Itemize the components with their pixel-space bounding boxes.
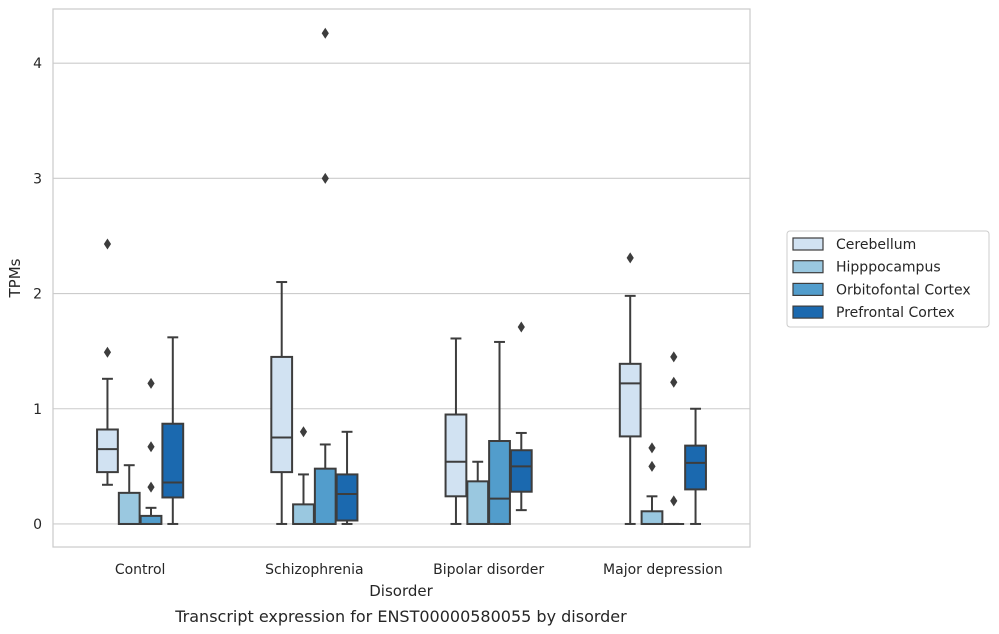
outlier-point <box>670 376 678 388</box>
box-body <box>117 491 141 525</box>
y-axis-label: TPMs <box>6 258 24 298</box>
y-tick-label: 3 <box>33 171 42 187</box>
box-orbitofontal-cortex <box>139 377 163 525</box>
box-orbitofontal-cortex <box>663 351 685 525</box>
outlier-point <box>147 441 155 453</box>
plot-frame <box>52 8 751 548</box>
outlier-point <box>670 495 678 507</box>
outlier-point <box>299 426 308 438</box>
box-cerebellum <box>618 252 642 525</box>
x-tick-labels: Control Schizophrenia Bipolar disorder Majo… <box>115 562 723 578</box>
box-body <box>444 413 468 498</box>
box-body <box>509 449 533 493</box>
box-cerebellum <box>444 337 468 525</box>
box-body <box>313 467 337 525</box>
box-body <box>466 480 490 525</box>
outlier-point <box>321 27 329 39</box>
outlier-point <box>648 460 656 472</box>
box-body <box>335 473 359 522</box>
outlier-point <box>147 377 155 389</box>
box-prefrontal-cortex <box>161 336 185 525</box>
box-hipppocampus <box>640 442 664 525</box>
box-orbitofontal-cortex <box>313 27 337 525</box>
y-tick-label: 4 <box>33 56 42 72</box>
outlier-point <box>648 442 656 454</box>
gridlines <box>53 62 750 525</box>
outlier-point <box>626 252 634 264</box>
y-tick-label: 2 <box>33 287 42 303</box>
outlier-point <box>147 481 155 493</box>
box-body <box>270 355 294 474</box>
y-tick-label: 0 <box>33 517 42 533</box>
box-hipppocampus <box>292 426 315 525</box>
box-body <box>292 503 315 525</box>
legend-label: Prefrontal Cortex <box>836 305 955 321</box>
legend-swatch <box>792 305 824 319</box>
box-body <box>684 444 707 491</box>
x-tick-label: Bipolar disorder <box>433 562 544 578</box>
outlier-point <box>103 346 112 358</box>
box-orbitofontal-cortex <box>488 340 511 525</box>
outlier-point <box>517 321 525 333</box>
figure-caption: Transcript expression for ENST0000058005… <box>174 607 627 626</box>
box-cerebellum <box>96 238 119 486</box>
box-prefrontal-cortex <box>509 321 533 512</box>
x-tick-label: Schizophrenia <box>265 562 363 578</box>
box-cerebellum <box>270 281 294 525</box>
box-body <box>96 428 119 474</box>
legend: Cerebellum Hipppocampus Orbitofontal Corte… <box>786 230 990 328</box>
legend-swatch <box>792 260 824 274</box>
legend-frame <box>786 230 990 328</box>
legend-swatch <box>792 282 824 296</box>
box-hipppocampus <box>117 464 141 525</box>
outlier-point <box>103 238 112 250</box>
legend-label: Orbitofontal Cortex <box>836 282 971 298</box>
y-tick-label: 1 <box>33 402 42 418</box>
box-prefrontal-cortex <box>335 430 359 525</box>
box-body <box>640 510 664 525</box>
box-body <box>618 362 642 438</box>
box-body <box>161 422 185 499</box>
outlier-point <box>670 351 678 363</box>
outlier-point <box>321 172 329 184</box>
legend-label: Cerebellum <box>836 237 916 253</box>
box-prefrontal-cortex <box>684 407 707 525</box>
x-tick-label: Major depression <box>603 562 723 578</box>
boxes <box>96 27 707 525</box>
box-body <box>139 514 163 525</box>
box-hipppocampus <box>466 460 490 525</box>
legend-label: Hipppocampus <box>836 260 941 276</box>
x-tick-label: Control <box>115 562 166 578</box>
y-tick-labels: 0 1 2 3 4 <box>33 56 42 533</box>
x-axis-label: Disorder <box>369 582 433 600</box>
legend-swatch <box>792 237 824 251</box>
box-body <box>488 440 511 525</box>
